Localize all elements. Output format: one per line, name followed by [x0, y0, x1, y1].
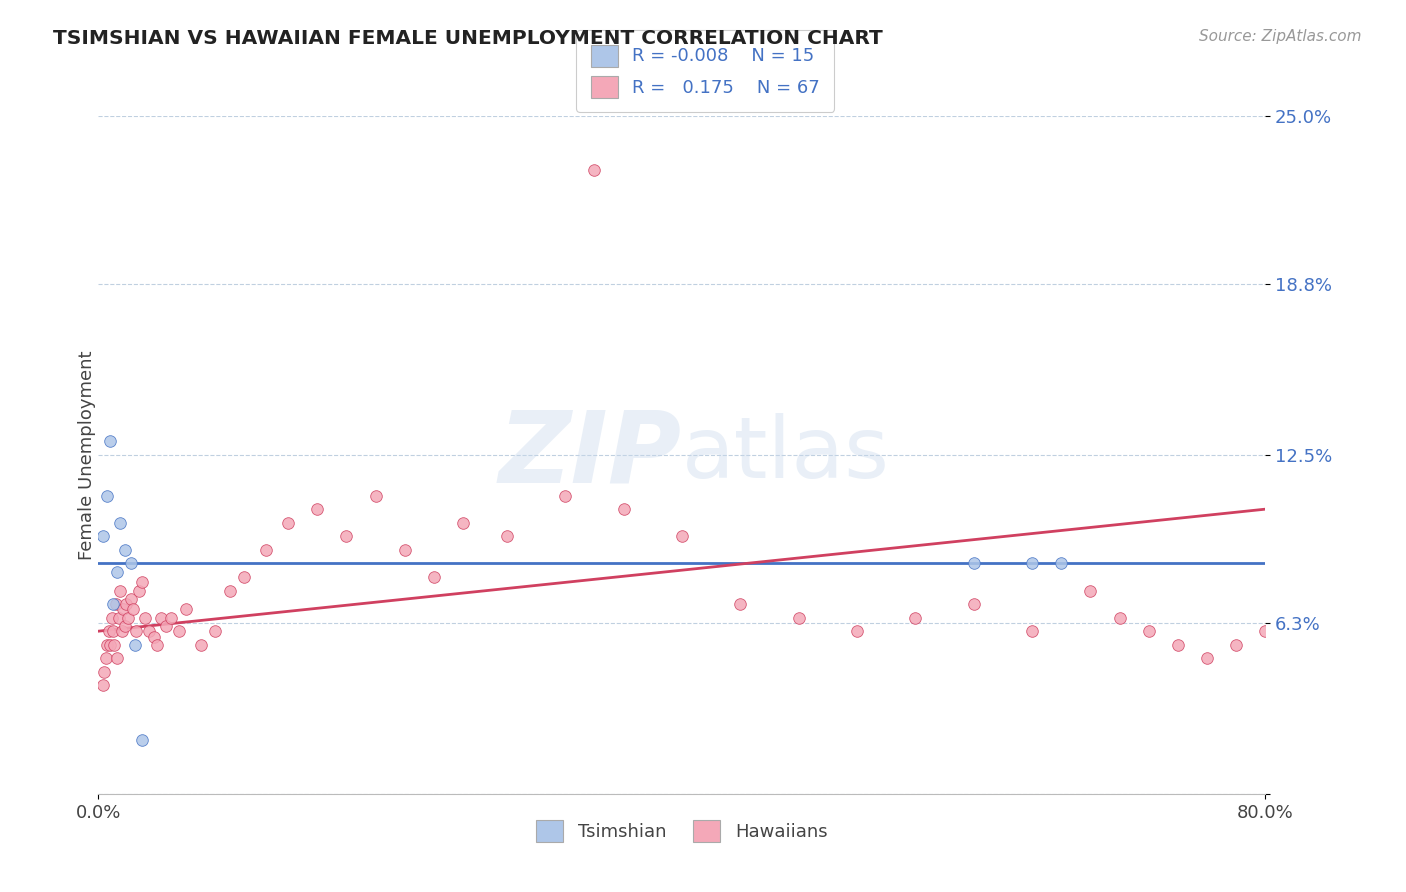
Point [1137, 624, 1160, 639]
Point [112, 602, 135, 616]
Point [233, 570, 256, 584]
Point [110, 583, 132, 598]
Point [1313, 651, 1336, 665]
Point [451, 516, 474, 530]
Point [496, 529, 519, 543]
Point [117, 610, 139, 624]
Point [105, 565, 128, 579]
Point [394, 542, 416, 557]
Text: TSIMSHIAN VS HAWAIIAN FEMALE UNEMPLOYMENT CORRELATION CHART: TSIMSHIAN VS HAWAIIAN FEMALE UNEMPLOYMEN… [53, 29, 883, 47]
Point [96, 638, 118, 652]
Point [120, 557, 142, 571]
Point [335, 529, 357, 543]
Point [787, 610, 810, 624]
Point [100, 610, 122, 624]
Point [167, 624, 190, 639]
Point [131, 732, 153, 747]
Point [125, 624, 148, 639]
Point [1284, 638, 1306, 652]
Point [1108, 610, 1130, 624]
Point [97, 624, 120, 639]
Point [91, 529, 114, 543]
Point [307, 502, 329, 516]
Point [134, 610, 156, 624]
Point [904, 610, 927, 624]
Point [204, 624, 226, 639]
Point [1167, 638, 1189, 652]
Point [131, 575, 153, 590]
Point [1225, 638, 1247, 652]
Point [1357, 692, 1379, 706]
Point [962, 597, 984, 611]
Point [146, 638, 169, 652]
Point [101, 624, 124, 639]
Point [846, 624, 869, 639]
Point [1371, 706, 1393, 720]
Point [277, 516, 299, 530]
Point [138, 624, 160, 639]
Point [120, 591, 142, 606]
Point [104, 597, 127, 611]
Point [1327, 665, 1350, 679]
Point [98, 434, 121, 449]
Point [1050, 557, 1073, 571]
Point [105, 651, 128, 665]
Point [150, 610, 173, 624]
Point [364, 489, 387, 503]
Point [128, 583, 150, 598]
Point [730, 597, 752, 611]
Point [671, 529, 693, 543]
Point [1080, 583, 1102, 598]
Point [612, 502, 634, 516]
Point [583, 163, 606, 178]
Point [93, 665, 115, 679]
Point [1254, 624, 1277, 639]
Point [155, 619, 177, 633]
Point [423, 570, 446, 584]
Point [101, 597, 124, 611]
Point [114, 542, 136, 557]
Point [91, 678, 114, 692]
Point [115, 597, 138, 611]
Point [174, 602, 197, 616]
Point [122, 602, 145, 616]
Point [114, 619, 136, 633]
Point [98, 638, 121, 652]
Point [1021, 624, 1043, 639]
Text: atlas: atlas [682, 413, 890, 497]
Legend: Tsimshian, Hawaiians: Tsimshian, Hawaiians [526, 809, 838, 853]
Point [218, 583, 240, 598]
Point [94, 651, 117, 665]
Point [962, 557, 984, 571]
Point [190, 638, 212, 652]
Point [160, 610, 183, 624]
Y-axis label: Female Unemployment: Female Unemployment [79, 351, 96, 559]
Point [142, 630, 165, 644]
Text: Source: ZipAtlas.com: Source: ZipAtlas.com [1198, 29, 1361, 44]
Point [110, 516, 132, 530]
Point [254, 542, 277, 557]
Point [124, 638, 146, 652]
Point [103, 638, 125, 652]
Point [1021, 557, 1043, 571]
Point [554, 489, 576, 503]
Point [1195, 651, 1218, 665]
Text: ZIP: ZIP [499, 407, 682, 503]
Point [96, 489, 118, 503]
Point [111, 624, 134, 639]
Point [1341, 678, 1364, 692]
Point [108, 610, 131, 624]
